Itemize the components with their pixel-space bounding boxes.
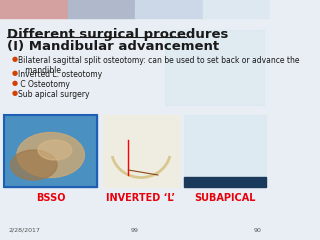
Bar	[68, 0, 135, 18]
Text: (I) Mandibular advancement: (I) Mandibular advancement	[7, 40, 219, 53]
Text: 2/28/2017: 2/28/2017	[8, 228, 40, 233]
Text: ●: ●	[12, 70, 18, 76]
Bar	[103, 115, 179, 187]
Bar	[165, 30, 264, 105]
Text: ●: ●	[12, 80, 18, 86]
Text: Bilateral sagittal split osteotomy: can be used to set back or advance the
   ma: Bilateral sagittal split osteotomy: can …	[18, 56, 299, 75]
Bar	[184, 177, 266, 187]
Text: Sub apical surgery: Sub apical surgery	[18, 90, 89, 99]
Bar	[135, 0, 203, 18]
Text: 90: 90	[254, 228, 262, 233]
Text: ●: ●	[12, 90, 18, 96]
Bar	[184, 115, 266, 179]
Text: SUBAPICAL: SUBAPICAL	[195, 193, 256, 203]
Ellipse shape	[11, 150, 57, 180]
Text: INVERTED ‘L’: INVERTED ‘L’	[107, 193, 176, 203]
Bar	[203, 0, 270, 18]
Ellipse shape	[38, 140, 72, 160]
Bar	[4, 115, 97, 187]
Text: C Osteotomy: C Osteotomy	[18, 80, 70, 89]
Bar	[4, 115, 97, 187]
Text: Different surgical procedures: Different surgical procedures	[7, 28, 228, 41]
Text: ●: ●	[12, 56, 18, 62]
Text: Inverted L. osteotomy: Inverted L. osteotomy	[18, 70, 102, 79]
Text: BSSO: BSSO	[36, 193, 65, 203]
Text: 99: 99	[131, 228, 139, 233]
Ellipse shape	[17, 132, 84, 178]
Bar	[0, 0, 68, 18]
